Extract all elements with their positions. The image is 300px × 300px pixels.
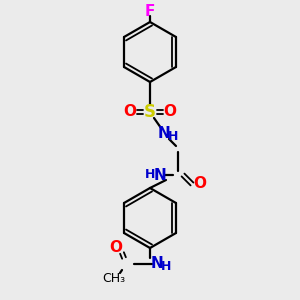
Text: O: O bbox=[124, 104, 136, 119]
Text: H: H bbox=[161, 260, 171, 274]
Text: S: S bbox=[144, 103, 156, 121]
Text: O: O bbox=[110, 241, 122, 256]
Text: H: H bbox=[168, 130, 178, 142]
Text: O: O bbox=[194, 176, 206, 191]
Text: CH₃: CH₃ bbox=[102, 272, 126, 284]
Text: N: N bbox=[154, 167, 166, 182]
Text: F: F bbox=[145, 4, 155, 20]
Text: N: N bbox=[158, 125, 170, 140]
Text: H: H bbox=[145, 169, 155, 182]
Text: N: N bbox=[151, 256, 164, 272]
Text: O: O bbox=[164, 104, 176, 119]
